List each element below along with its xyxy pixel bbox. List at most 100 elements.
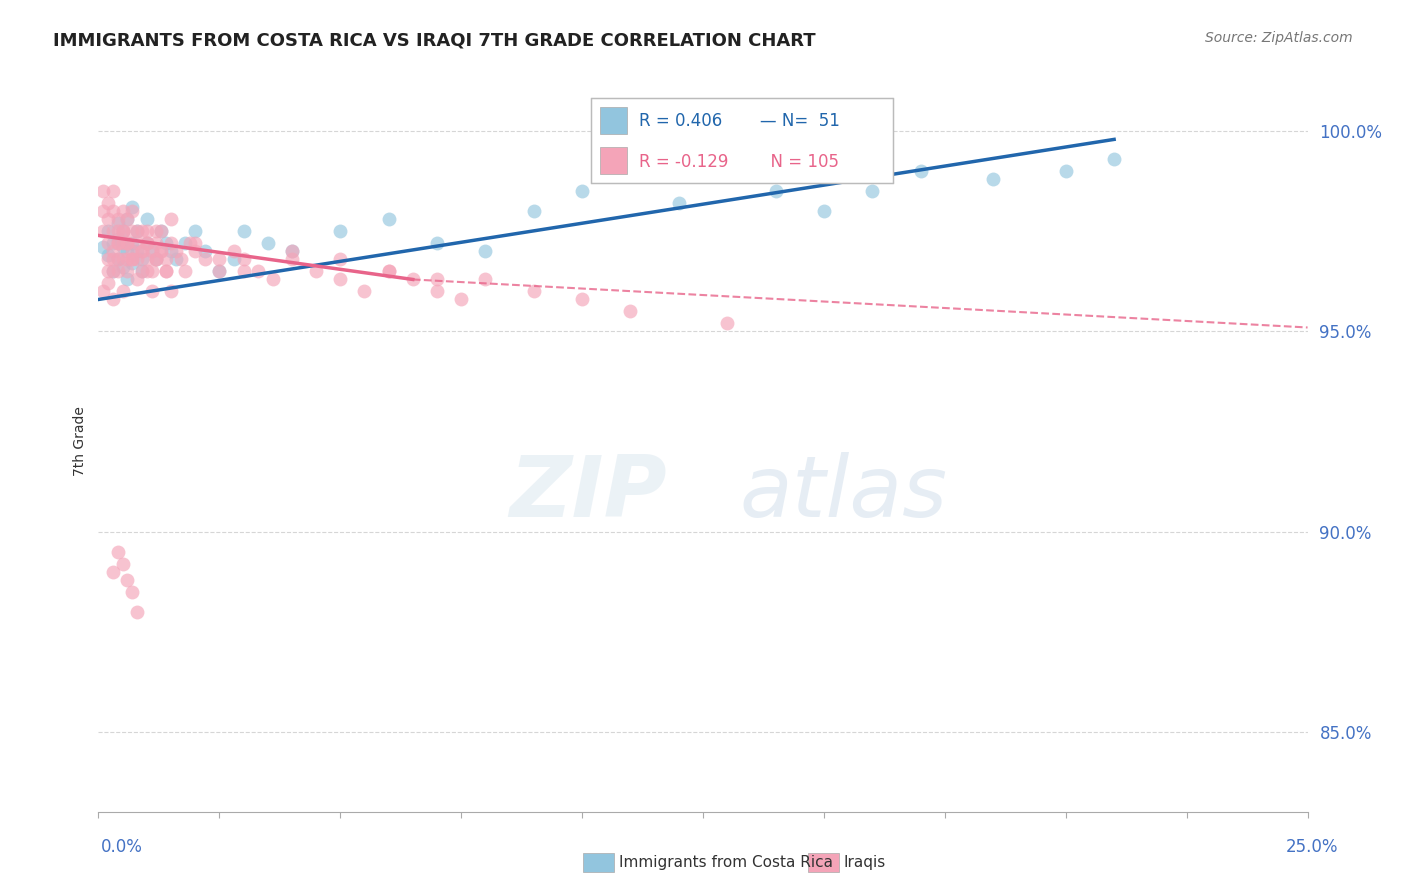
Point [131,244,153,259]
Point [981,172,1004,186]
Point [426,236,449,251]
Point [145,252,167,267]
Point [101,185,124,199]
Point [121,244,143,259]
Point [813,204,835,219]
Point [127,224,149,238]
Point [256,236,278,251]
Point [127,236,149,251]
Point [107,236,129,251]
Point [247,264,270,278]
Text: R = 0.406: R = 0.406 [638,112,723,130]
Text: N = 105: N = 105 [759,153,839,170]
Point [184,224,207,238]
Text: 25.0%: 25.0% [1286,838,1339,855]
Point [91,240,114,254]
Point [121,224,143,238]
Text: Immigrants from Costa Rica: Immigrants from Costa Rica [619,855,832,870]
Point [127,244,149,259]
Point [131,224,153,238]
Point [121,256,143,270]
Point [111,224,134,238]
Point [141,244,163,259]
Point [91,224,114,238]
Point [281,244,304,259]
Point [716,317,738,331]
Point [117,236,139,251]
Point [141,244,163,259]
Point [91,204,114,219]
Point [145,252,167,267]
Point [1054,164,1077,178]
Point [353,285,375,299]
Point [97,224,120,238]
Point [107,252,129,267]
Bar [599,107,627,134]
Point [155,252,177,267]
Point [97,264,120,278]
Point [97,277,120,291]
Point [135,264,157,278]
Point [426,272,449,286]
Point [111,285,134,299]
Point [329,272,352,286]
Text: R = -0.129: R = -0.129 [638,153,728,170]
Point [160,244,183,259]
Point [135,236,157,251]
Point [150,224,173,238]
Point [117,236,139,251]
Point [135,252,157,267]
Point [107,544,129,558]
Text: atlas: atlas [740,452,948,535]
Point [121,252,143,267]
Point [97,236,120,251]
Point [121,204,143,219]
Point [101,252,124,267]
Point [765,185,787,199]
Point [117,212,139,227]
Point [131,244,153,259]
Point [523,204,546,219]
Point [174,236,197,251]
Point [135,212,157,227]
Point [174,264,197,278]
Point [127,272,149,286]
Point [222,244,245,259]
Point [165,244,187,259]
Point [426,285,449,299]
Point [910,164,932,178]
Point [232,252,254,267]
Point [111,224,134,238]
Point [97,212,120,227]
Point [101,293,124,307]
Text: — N=  51: — N= 51 [759,112,839,130]
Point [208,264,231,278]
Point [131,264,153,278]
Point [121,201,143,215]
Point [668,196,690,211]
Point [150,244,173,259]
Point [107,232,129,246]
Point [91,285,114,299]
Point [150,224,173,238]
Point [194,252,217,267]
Point [91,185,114,199]
Point [107,236,129,251]
Point [377,264,399,278]
Point [145,252,167,267]
Point [160,236,183,251]
Point [131,264,153,278]
Text: 0.0%: 0.0% [101,838,143,855]
Point [117,573,139,587]
Point [262,272,284,286]
Point [160,212,183,227]
Point [619,304,641,318]
Point [107,264,129,278]
Point [117,272,139,286]
Point [121,584,143,599]
Point [101,565,124,579]
Point [184,236,207,251]
Point [179,236,201,251]
Point [111,236,134,251]
Point [127,252,149,267]
